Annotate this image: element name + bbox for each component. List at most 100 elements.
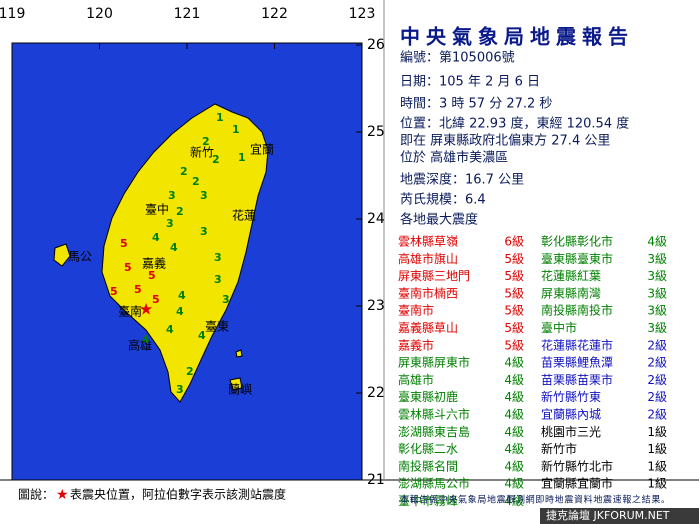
station-level: 4級 [504,356,524,370]
lat-label: 21 [367,472,385,488]
lon-label: 119 [0,6,25,22]
place-label: 臺南 [118,304,142,319]
intensity-digit: 1 [232,123,240,136]
lat-label: 22 [367,385,385,401]
station-name: 高雄市旗山 [398,251,458,266]
legend-star: ★ [56,487,69,503]
intensity-digit: 2 [186,365,194,378]
station-level: 4級 [504,494,524,508]
legend-label: 圖說： [18,487,54,502]
intensity-digit: 3 [222,293,230,306]
station-level: 3級 [647,304,667,318]
station-level: 2級 [647,390,667,404]
watermark-bg [540,508,699,524]
station-name: 高雄市 [398,372,434,387]
report-line: 各地最大震度 [400,212,478,228]
station-name: 嘉義縣草山 [398,320,458,335]
station-name: 新竹縣竹東 [541,389,601,404]
note: 本報告係中央氣象局地震觀測網即時地震資料地震速報之結果。 [400,494,670,506]
intensity-digit: 5 [124,261,132,274]
report-line: 芮氏規模：6.4 [400,192,486,208]
intensity-digit: 5 [148,269,156,282]
taiwan-island [101,103,269,403]
lon-label: 121 [174,6,201,22]
intensity-digit: 3 [168,189,176,202]
station-level: 5級 [504,338,524,352]
station-level: 4級 [504,390,524,404]
station-level: 5級 [504,269,524,283]
legend-text: 表震央位置，阿拉伯數字表示該測站震度 [70,487,286,502]
station-level: 4級 [504,477,524,491]
station-name: 花蓮縣花蓮市 [541,337,613,352]
place-label: 新竹 [190,145,214,160]
station-name: 花蓮縣紅葉 [541,268,601,283]
station-level: 2級 [647,356,667,370]
intensity-digit: 4 [176,305,184,318]
station-name: 南投縣名間 [398,458,458,473]
lat-label: 23 [367,298,385,314]
intensity-digit: 3 [200,189,208,202]
intensity-digit: 5 [134,283,142,296]
station-level: 2級 [647,373,667,387]
intensity-digit: 3 [214,273,222,286]
intensity-digit: 4 [142,333,150,346]
station-name: 南投縣南投市 [541,303,613,318]
epicenter: ★ [139,300,153,319]
station-name: 彰化縣彰化市 [541,234,613,249]
station-name: 宜蘭縣宜蘭市 [541,476,613,491]
station-level: 5級 [504,252,524,266]
station-level: 3級 [647,252,667,266]
intensity-digit: 3 [166,217,174,230]
report-line: 編號：第105006號 [400,50,515,66]
station-level: 1級 [647,477,667,491]
station-level: 4級 [504,425,524,439]
place-label: 花蓮 [232,208,256,223]
lat-label: 25 [367,124,385,140]
report-line: 位於 高雄市美濃區 [400,150,508,166]
report-line: 日期：105 年 2 月 6 日 [400,75,540,90]
intensity-digit: 2 [202,135,210,148]
lon-label: 122 [261,6,288,22]
place-label: 宜蘭 [250,142,274,157]
lat-label: 26 [367,37,385,53]
station-level: 6級 [504,235,524,249]
place-label: 馬公 [68,250,92,264]
place-label: 臺中 [145,202,169,217]
station-level: 4級 [504,373,524,387]
intensity-digit: 5 [152,293,160,306]
station-name: 屏東縣南灣 [541,285,601,300]
intensity-digit: 2 [212,153,220,166]
station-name: 雲林縣斗六市 [398,407,470,422]
intensity-digit: 2 [176,205,184,218]
station-name: 嘉義市 [398,337,434,352]
station-level: 2級 [647,338,667,352]
content: 119 120 121 122 123262524232221編號：第105006號日期… [0,6,699,524]
place-label: 臺東 [205,319,229,334]
station-name: 新竹縣竹北市 [541,458,613,473]
station-name: 臺東縣初鹿 [398,389,458,404]
station-level: 4級 [504,442,524,456]
station-name: 屏東縣屏東市 [398,355,470,370]
intensity-digit: 4 [198,329,206,342]
station-name: 臺南市 [398,303,434,318]
station-name: 新竹市 [541,441,577,456]
title: 中央氣象局地震報告 [400,25,634,49]
station-name: 澎湖縣馬公市 [398,476,470,491]
intensity-digit: 4 [166,323,174,336]
station-name: 宜蘭縣內城 [541,407,601,422]
station-name: 澎湖縣東吉島 [398,424,470,439]
station-name: 苗栗縣苗栗市 [541,372,613,387]
station-level: 1級 [647,459,667,473]
station-level: 3級 [647,321,667,335]
place-label: 高雄 [128,338,152,353]
intensity-digit: 1 [216,111,224,124]
station-level: 1級 [647,425,667,439]
station-name: 苗栗縣鯉魚潭 [541,356,613,370]
station-name: 屏東縣三地門 [398,269,470,283]
report-line: 位置：北緯 22.93 度，東經 120.54 度 [400,116,629,132]
station-name: 臺中市 [541,320,577,335]
intensity-digit: 5 [110,285,118,298]
lon-label: 123 [349,6,376,22]
intensity-digit: 2 [192,175,200,188]
place-label: 蘭嶼 [228,383,252,397]
